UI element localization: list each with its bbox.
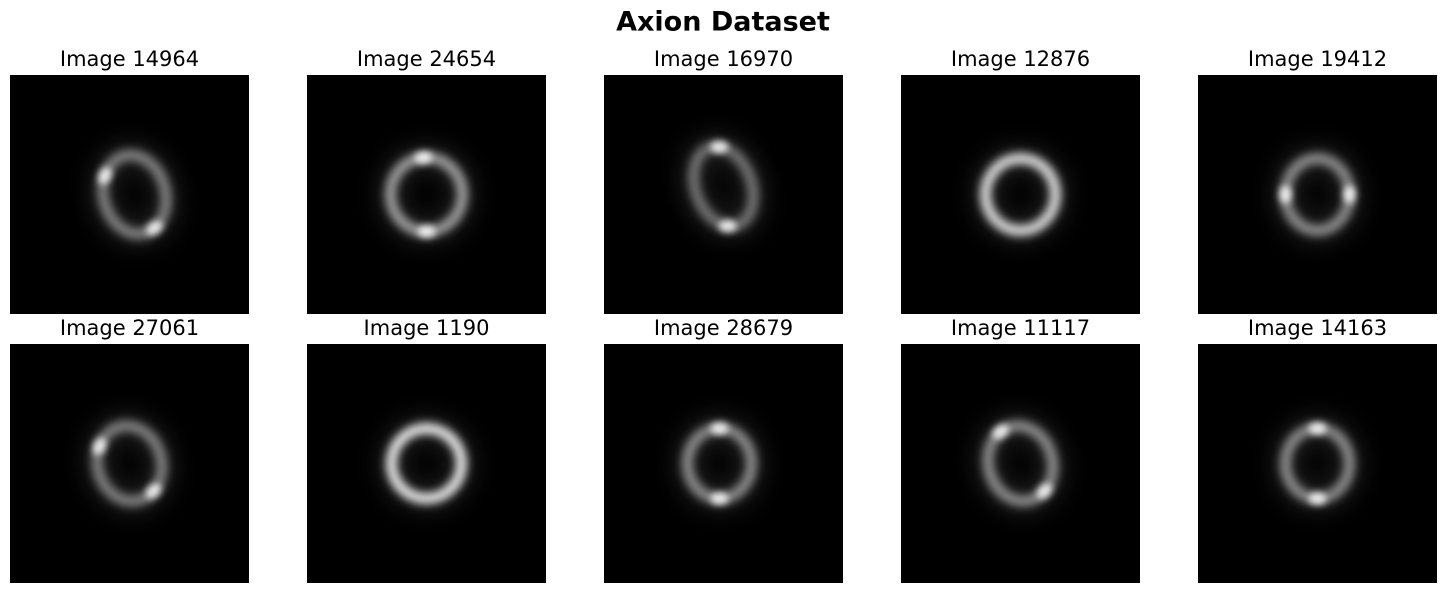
ring-body (97, 149, 172, 240)
ring-highlight (1279, 185, 1292, 204)
ring (972, 145, 1069, 244)
ring (89, 142, 180, 247)
ring-body (386, 423, 467, 504)
ring-highlight (145, 483, 162, 499)
ring-highlight (1308, 422, 1327, 435)
image-panel (10, 344, 249, 583)
panel-title: Image 11117 (951, 316, 1090, 340)
panel-title: Image 19412 (1248, 47, 1387, 71)
panel-title: Image 27061 (60, 316, 199, 340)
image-background (10, 344, 249, 583)
ring-body (980, 153, 1061, 236)
ring (1272, 415, 1363, 512)
ring-highlight (1343, 185, 1356, 204)
ring (674, 415, 765, 512)
ring (680, 133, 767, 240)
ring (84, 412, 175, 515)
ring-highlight (92, 437, 107, 455)
image-panel (10, 75, 249, 314)
image-panel (604, 75, 843, 314)
image-background (901, 344, 1140, 583)
image-panel (901, 344, 1140, 583)
panel-title: Image 1190 (364, 316, 490, 340)
ring-highlight (992, 424, 1009, 439)
ring (1272, 145, 1363, 244)
image-background (1198, 75, 1437, 314)
image-background (10, 75, 249, 314)
ring-highlight (710, 422, 729, 435)
image-background (1198, 344, 1437, 583)
ring (377, 144, 476, 245)
ring-highlight (1036, 483, 1053, 499)
ring-highlight (710, 141, 729, 154)
ring-body (91, 420, 168, 507)
panel-title: Image 28679 (654, 316, 793, 340)
image-panel (307, 75, 546, 314)
ring-highlight (710, 492, 729, 505)
image-background (901, 75, 1140, 314)
ring-highlight (98, 167, 112, 185)
ring-highlight (417, 225, 436, 238)
ring-highlight (1308, 492, 1327, 505)
image-background (604, 344, 843, 583)
image-panel (901, 75, 1140, 314)
ring-body (688, 141, 759, 232)
panel-title: Image 14163 (1248, 316, 1387, 340)
ring (975, 412, 1066, 515)
figure-title: Axion Dataset (616, 7, 830, 38)
ring-highlight (718, 219, 737, 232)
image-background (307, 75, 546, 314)
ring-highlight (146, 220, 163, 236)
ring-highlight (414, 151, 433, 164)
ring-body (982, 420, 1059, 507)
panel-title: Image 16970 (654, 47, 793, 71)
ring (378, 415, 475, 512)
image-background (307, 344, 546, 583)
panel-title: Image 12876 (951, 47, 1090, 71)
panel-title: Image 14964 (60, 47, 199, 71)
image-panel (307, 344, 546, 583)
panel-title: Image 24654 (357, 47, 496, 71)
image-panel (604, 344, 843, 583)
image-panel (1198, 75, 1437, 314)
image-background (604, 75, 843, 314)
image-panel (1198, 344, 1437, 583)
